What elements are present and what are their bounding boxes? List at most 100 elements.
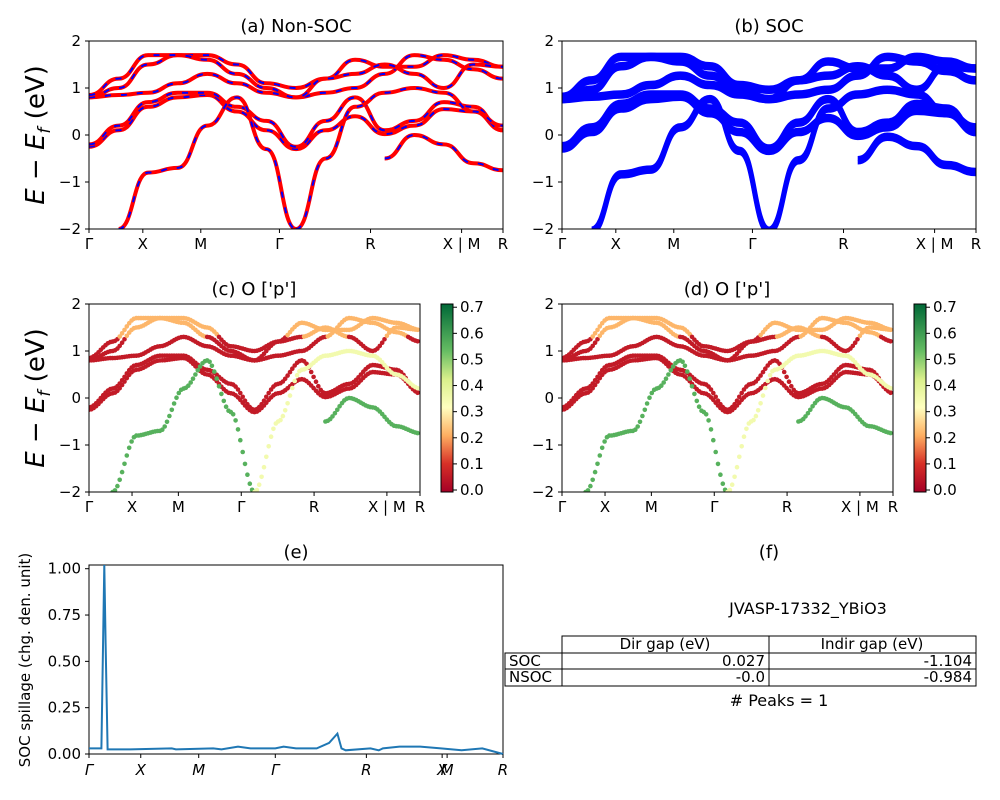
- panel-d-point: [682, 363, 688, 369]
- panel-c-xtick-label: Γ: [85, 498, 94, 516]
- panel-e-ytick-label: 0.25: [48, 699, 81, 717]
- panel-a-ytick-label: 0: [71, 126, 81, 144]
- panel-d-point: [689, 384, 695, 389]
- colorbar-tick-label: 0.3: [460, 403, 484, 421]
- panel-a-band-dash: [89, 54, 503, 99]
- colorbar-tick-label: 0.5: [460, 350, 484, 368]
- panel-b-xtick-label: Γ: [558, 235, 567, 253]
- panel-c-point: [214, 376, 219, 381]
- panel-d-point: [711, 390, 716, 396]
- panel-c-point: [335, 407, 340, 413]
- panel-c-point: [162, 424, 167, 429]
- panel-d-ytick-label: 2: [544, 295, 554, 313]
- panel-d-point: [680, 359, 685, 365]
- panel-a-band-dash: [295, 86, 503, 229]
- panel-c-point: [122, 327, 127, 333]
- panel-d-point: [718, 472, 723, 478]
- panel-a-ytick-label: −2: [59, 220, 81, 238]
- colorbar-c: [440, 303, 454, 493]
- panel-d-point: [758, 373, 763, 378]
- gap-table: [504, 635, 977, 687]
- panel-a-xtick-label: M: [194, 235, 207, 253]
- panel-c-point: [207, 359, 212, 365]
- panel-c-point: [216, 384, 222, 389]
- panel-c-point: [259, 474, 264, 480]
- panel-b-band-line-split: [594, 99, 767, 229]
- panel-c-point: [256, 482, 262, 488]
- panel-c-xtick-label: X: [127, 498, 137, 516]
- panel-c-point: [278, 417, 283, 423]
- ylabel-top: E − Ef (eV): [21, 65, 55, 205]
- panel-b-band-line-split: [771, 89, 976, 229]
- panel-b-ytick-label: −1: [532, 173, 554, 191]
- panel-d-point: [789, 383, 794, 389]
- panel-c-ytick-label: 2: [71, 295, 81, 313]
- panel-a-band-dash: [89, 91, 503, 148]
- panel-c-point: [119, 469, 125, 475]
- panel-c-point: [126, 445, 132, 451]
- panel-c-point: [124, 333, 130, 339]
- colorbar-tick-label: 0.6: [460, 324, 484, 342]
- panel-d-point: [729, 482, 735, 488]
- colorbar-d: [913, 303, 927, 493]
- panel-b-band-line-split: [562, 57, 976, 104]
- panel-c-xtick-label: R: [309, 498, 319, 516]
- panel-c-point: [195, 368, 201, 373]
- panel-c-point: [311, 374, 316, 380]
- panel-c-point: [188, 380, 193, 385]
- panel-d-frame: [561, 303, 894, 493]
- panel-d-point: [670, 364, 676, 369]
- table-row-nsoc-dir: -0.0: [736, 668, 765, 686]
- panel-d-point: [592, 378, 598, 383]
- panel-c-point: [124, 453, 130, 458]
- panel-d-point: [595, 327, 600, 333]
- panel-c-point: [171, 401, 177, 406]
- panel-d-point: [732, 474, 737, 480]
- panel-c-point: [292, 378, 298, 384]
- table-header-indir: Indir gap (eV): [821, 635, 924, 653]
- panel-c-point: [290, 366, 295, 372]
- panel-d-point: [763, 385, 768, 391]
- panel-c-title: (c) O ['p']: [212, 279, 297, 300]
- panel-c-point: [176, 390, 182, 396]
- panel-d-point: [760, 369, 766, 375]
- panel-d-ytick-label: 1: [544, 342, 554, 360]
- panel-c-point: [308, 369, 314, 375]
- table-header-dir: Dir gap (eV): [620, 635, 711, 653]
- colorbar-tick-label: 0.7: [933, 298, 957, 316]
- panel-d-point: [595, 374, 600, 380]
- panel-d-point: [715, 398, 721, 404]
- panel-d-point: [597, 371, 603, 376]
- panel-c-point: [160, 427, 165, 433]
- panel-d-point: [803, 414, 808, 419]
- panel-c-point: [242, 461, 248, 467]
- panel-e-xtick-label: M: [192, 761, 205, 779]
- panel-c-ytick-label: 0: [71, 389, 81, 407]
- table-row-soc-indir: -1.104: [924, 652, 972, 670]
- panel-d-xtick-label: Γ: [710, 498, 719, 516]
- panel-c-point: [223, 404, 229, 410]
- panel-b-ytick-label: 2: [544, 32, 554, 50]
- panel-c-point: [415, 339, 420, 344]
- panel-e-xtick-label: Γ: [85, 761, 95, 779]
- panel-b-xtick-label: X: [611, 235, 621, 253]
- panel-a-xtick-label: X | M: [443, 235, 481, 253]
- panel-c-xtick-label: X | M: [368, 498, 406, 516]
- panel-d-point: [888, 339, 893, 344]
- panel-a-xtick-label: Γ: [275, 235, 284, 253]
- panel-f-title: (f): [759, 542, 779, 563]
- colorbar-tick-label: 0.1: [933, 455, 957, 473]
- panel-d-point: [715, 461, 721, 467]
- panel-a-ytick-label: −1: [59, 173, 81, 191]
- panel-c-point: [169, 407, 175, 413]
- panel-d-point: [590, 334, 595, 339]
- ylabel-spillage: SOC spillage (chg. den. unit): [16, 553, 34, 768]
- panel-d-point: [888, 385, 893, 391]
- panel-b-xtick-label: R: [971, 235, 981, 253]
- panel-c-point: [316, 383, 321, 389]
- panel-d-point: [781, 369, 787, 375]
- panel-d-point: [713, 449, 718, 455]
- panel-c-point: [112, 488, 118, 492]
- panel-c-point: [415, 430, 420, 436]
- panel-b-plot: Γ X M Γ R X | M R 2 1 0 −1 −2: [532, 32, 981, 253]
